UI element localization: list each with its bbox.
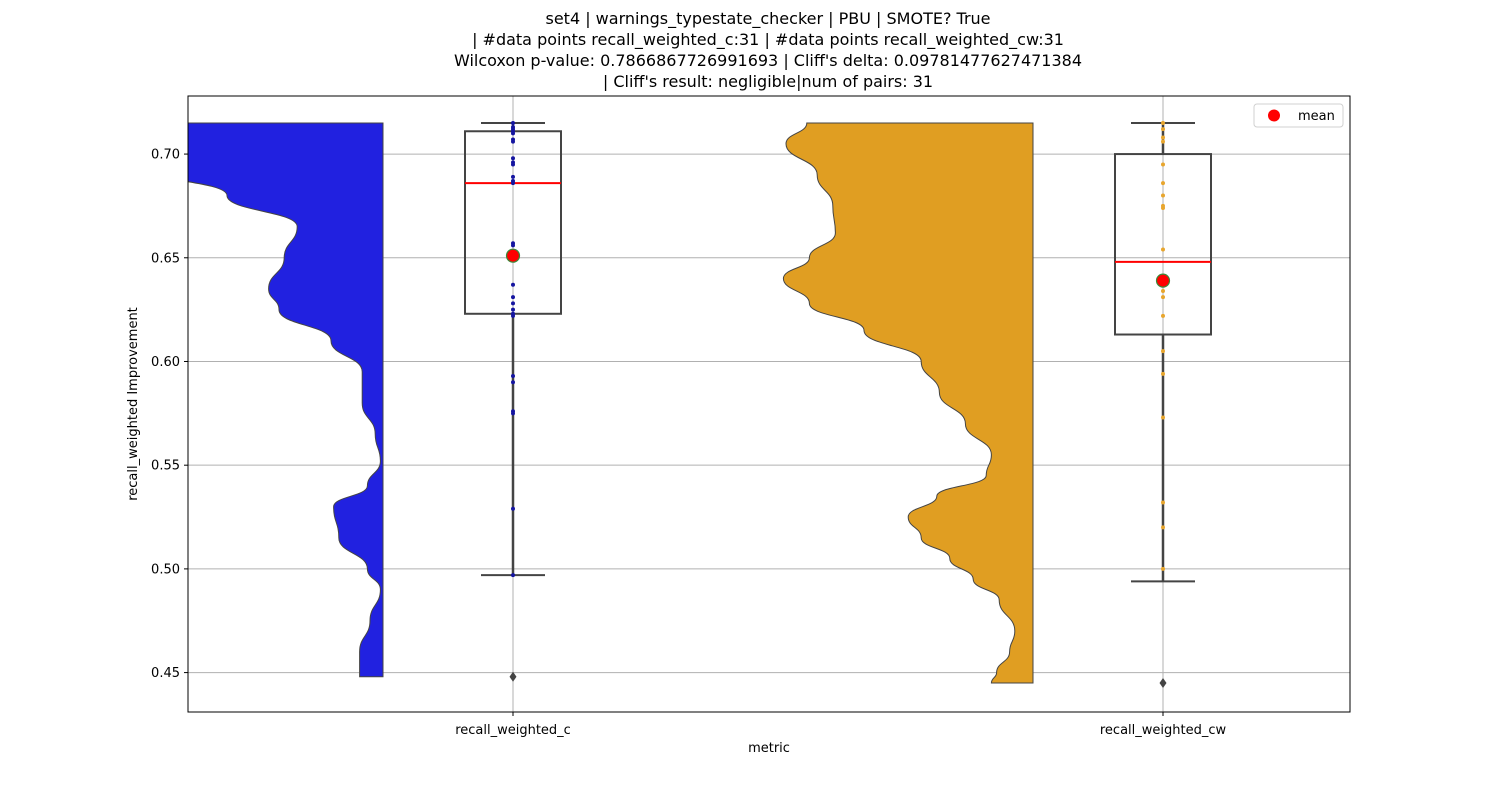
- data-point-recall_weighted_c-15: [511, 282, 515, 287]
- x-axis-label: metric: [748, 741, 790, 756]
- data-point-recall_weighted_cw-8: [1161, 206, 1165, 210]
- data-point-recall_weighted_cw-12: [1161, 288, 1165, 293]
- data-point-recall_weighted_c-6: [511, 139, 515, 144]
- mean-marker-recall_weighted_cw: [1155, 273, 1171, 288]
- data-point-recall_weighted_cw-14: [1161, 313, 1165, 318]
- data-point-recall_weighted_cw-3: [1161, 139, 1165, 144]
- title-line-0: set4 | warnings_typestate_checker | PBU …: [545, 9, 990, 29]
- data-point-recall_weighted_cw-6: [1161, 193, 1165, 198]
- legend: mean: [1253, 103, 1344, 128]
- legend-mean-label: mean: [1298, 109, 1335, 124]
- data-point-recall_weighted_c-22: [511, 380, 515, 385]
- data-point-recall_weighted_c-21: [511, 374, 515, 378]
- data-point-recall_weighted_cw-13: [1161, 295, 1165, 300]
- y-tick-label-4: 0.65: [151, 251, 180, 266]
- data-point-recall_weighted_cw-17: [1161, 415, 1165, 420]
- data-point-recall_weighted_c-4: [511, 131, 515, 136]
- violins: [188, 122, 1034, 684]
- violin-recall_weighted_cw: [782, 122, 1034, 684]
- plot-frame: [187, 95, 1351, 713]
- violin-recall_weighted_c: [188, 122, 384, 678]
- data-point-recall_weighted_c-26: [511, 573, 515, 578]
- title-line-1: | #data points recall_weighted_c:31 | #d…: [472, 30, 1064, 50]
- chart-title: set4 | warnings_typestate_checker | PBU …: [454, 9, 1082, 91]
- legend-box: [1253, 103, 1344, 128]
- mean-marker-recall_weighted_c: [505, 248, 521, 263]
- data-point-recall_weighted_c-20: [511, 313, 515, 318]
- data-point-recall_weighted_c-7: [511, 156, 515, 161]
- x-axis-ticks: recall_weighted_c recall_weighted_cw: [455, 712, 1226, 738]
- y-tick-label-2: 0.55: [151, 459, 180, 474]
- title-line-2: Wilcoxon p-value: 0.7866867726991693 | C…: [454, 51, 1082, 70]
- x-tick-label-0: recall_weighted_c: [455, 723, 571, 738]
- y-axis-label: recall_weighted Improvement: [126, 307, 141, 501]
- data-point-recall_weighted_cw-5: [1161, 181, 1165, 186]
- data-point-recall_weighted_c-0: [511, 120, 515, 125]
- strip-points: [505, 120, 1171, 688]
- data-point-recall_weighted_c-14: [511, 243, 515, 248]
- data-point-recall_weighted_c-12: [511, 181, 515, 186]
- data-point-recall_weighted_cw-18: [1161, 500, 1165, 505]
- y-axis-ticks: 0.45 0.50 0.55 0.60 0.65 0.70: [151, 148, 188, 681]
- outlier-recall_weighted_c-0: [509, 671, 517, 682]
- data-point-recall_weighted_cw-16: [1161, 371, 1165, 376]
- y-tick-label-5: 0.70: [151, 148, 180, 163]
- legend-mean-marker: [1268, 109, 1280, 122]
- y-tick-label-3: 0.60: [151, 355, 180, 370]
- data-point-recall_weighted_cw-9: [1161, 247, 1165, 252]
- y-tick-label-1: 0.50: [151, 562, 180, 577]
- data-point-recall_weighted_cw-0: [1161, 120, 1165, 125]
- title-line-3: | Cliff's result: negligible|num of pair…: [603, 72, 933, 91]
- data-point-recall_weighted_c-16: [511, 295, 515, 300]
- data-point-recall_weighted_c-9: [511, 162, 515, 167]
- data-point-recall_weighted_c-10: [511, 174, 515, 179]
- data-point-recall_weighted_c-24: [511, 411, 515, 416]
- data-point-recall_weighted_cw-19: [1161, 525, 1165, 530]
- y-tick-label-0: 0.45: [151, 666, 180, 681]
- data-point-recall_weighted_c-18: [511, 307, 515, 312]
- data-point-recall_weighted_cw-20: [1161, 566, 1165, 571]
- data-point-recall_weighted_c-17: [511, 301, 515, 306]
- outlier-recall_weighted_cw-0: [1159, 677, 1167, 688]
- data-point-recall_weighted_cw-4: [1161, 162, 1165, 167]
- data-point-recall_weighted_cw-1: [1161, 127, 1165, 132]
- box-recall_weighted_cw: [1114, 153, 1212, 336]
- data-point-recall_weighted_cw-2: [1161, 135, 1165, 140]
- data-point-recall_weighted_c-25: [511, 506, 515, 511]
- data-point-recall_weighted_cw-15: [1161, 349, 1165, 354]
- x-tick-label-1: recall_weighted_cw: [1100, 723, 1227, 738]
